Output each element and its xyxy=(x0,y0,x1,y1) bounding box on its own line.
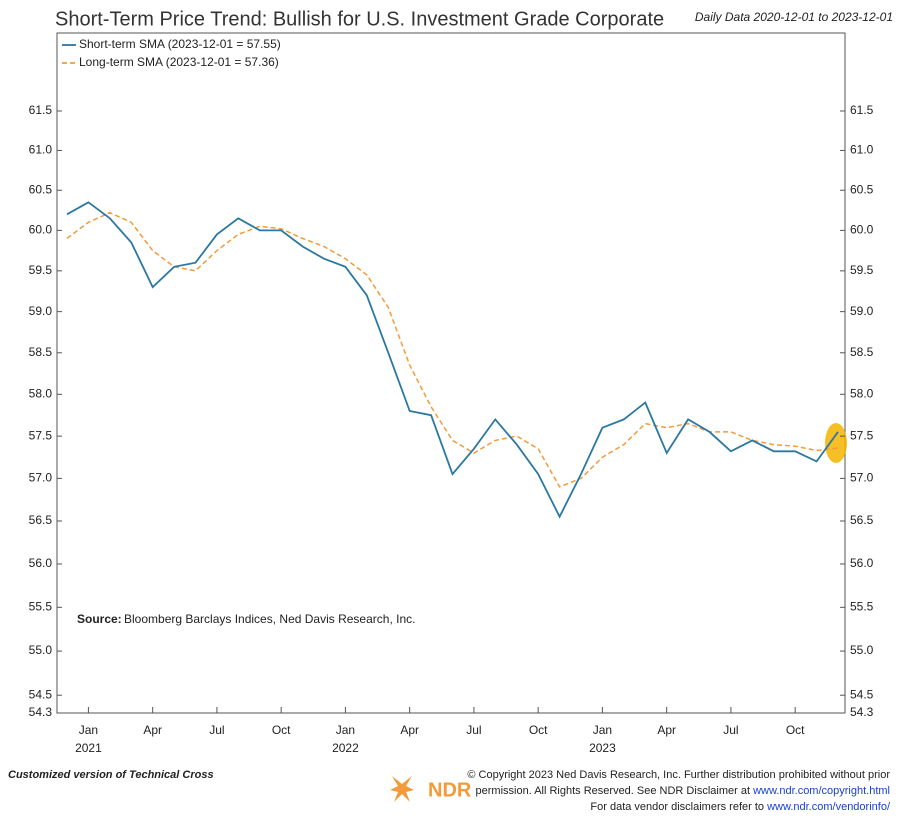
x-tick-label: Jan xyxy=(593,723,612,737)
logo: NDR xyxy=(390,776,472,802)
y-tick-label-right: 55.0 xyxy=(850,643,874,657)
highlight xyxy=(825,423,847,463)
line xyxy=(66,201,839,519)
year-label: 2023 xyxy=(589,741,616,755)
copyright: © Copyright 2023 Ned Davis Research, Inc… xyxy=(467,769,890,781)
y-tick-label: 57.0 xyxy=(29,471,53,485)
x-tick-label: Apr xyxy=(657,723,676,737)
copyright: For data vendor disclaimers refer to www… xyxy=(590,801,891,813)
plot-frame xyxy=(56,32,846,714)
y-tick-label-right: 61.0 xyxy=(850,143,874,157)
y-tick-label-right: 54.5 xyxy=(850,687,874,701)
y-tick-label: 61.5 xyxy=(29,103,53,117)
legend-label: Short-term SMA (2023-12-01 = 57.55) xyxy=(79,37,281,51)
x-tick-label: Oct xyxy=(272,723,291,737)
x-tick-label: Jul xyxy=(723,723,738,737)
y-tick-label: 60.5 xyxy=(29,182,53,196)
y-tick-label-right: 56.0 xyxy=(850,556,874,570)
chart-title: Short-Term Price Trend: Bullish for U.S.… xyxy=(55,8,664,30)
y-tick-label-right: 61.5 xyxy=(850,103,874,117)
y-tick-label: 54.5 xyxy=(29,687,53,701)
source-text: Bloomberg Barclays Indices, Ned Davis Re… xyxy=(124,612,415,626)
source-label: Source: xyxy=(77,612,122,626)
y-tick-label-right: 56.5 xyxy=(850,513,874,527)
y-tick-label: 58.5 xyxy=(29,345,53,359)
y-tick-label: 57.5 xyxy=(29,428,53,442)
line xyxy=(66,211,839,488)
y-tick-label-right: 59.5 xyxy=(850,263,874,277)
year-label: 2021 xyxy=(75,741,102,755)
logo-text: NDR xyxy=(428,779,472,801)
x-tick-label: Apr xyxy=(400,723,419,737)
y-tick-label-right: 54.3 xyxy=(850,705,874,719)
y-tick-label: 60.0 xyxy=(29,223,53,237)
y-tick-label: 56.5 xyxy=(29,513,53,527)
logo-icon xyxy=(390,776,414,802)
y-tick-label-right: 60.5 xyxy=(850,182,874,196)
y-tick-label-right: 59.0 xyxy=(850,304,874,318)
copyright: permission. All Rights Reserved. See NDR… xyxy=(476,785,890,797)
subtitle: Daily Data 2020-12-01 to 2023-12-01 xyxy=(695,10,893,24)
y-tick-label-right: 60.0 xyxy=(850,223,874,237)
x-tick-label: Jul xyxy=(466,723,481,737)
y-tick-label-right: 55.5 xyxy=(850,599,874,613)
link[interactable]: www.ndr.com/copyright.html xyxy=(752,785,890,797)
legend-label: Long-term SMA (2023-12-01 = 57.36) xyxy=(79,55,279,69)
y-tick-label: 56.0 xyxy=(29,556,53,570)
copyright-text: For data vendor disclaimers refer to xyxy=(590,801,764,813)
y-tick-label: 58.0 xyxy=(29,386,53,400)
year-label: 2022 xyxy=(332,741,359,755)
x-tick-label: Jan xyxy=(336,723,355,737)
y-tick-label: 59.0 xyxy=(29,304,53,318)
y-tick-label-right: 58.5 xyxy=(850,345,874,359)
y-tick-label: 55.0 xyxy=(29,643,53,657)
x-tick-label: Oct xyxy=(786,723,805,737)
x-tick-label: Jul xyxy=(209,723,224,737)
y-tick-label: 55.5 xyxy=(29,599,53,613)
x-tick-label: Apr xyxy=(143,723,162,737)
copyright-text: permission. All Rights Reserved. See NDR… xyxy=(476,785,750,797)
y-tick-label: 61.0 xyxy=(29,143,53,157)
x-tick-label: Jan xyxy=(79,723,98,737)
footer-note: Customized version of Technical Cross xyxy=(8,769,214,781)
x-tick-label: Oct xyxy=(529,723,548,737)
y-tick-label: 54.3 xyxy=(29,705,53,719)
y-tick-label-right: 57.0 xyxy=(850,471,874,485)
y-tick-label-right: 57.5 xyxy=(850,428,874,442)
y-tick-label: 59.5 xyxy=(29,263,53,277)
y-tick-label-right: 58.0 xyxy=(850,386,874,400)
link[interactable]: www.ndr.com/vendorinfo/ xyxy=(766,801,891,813)
